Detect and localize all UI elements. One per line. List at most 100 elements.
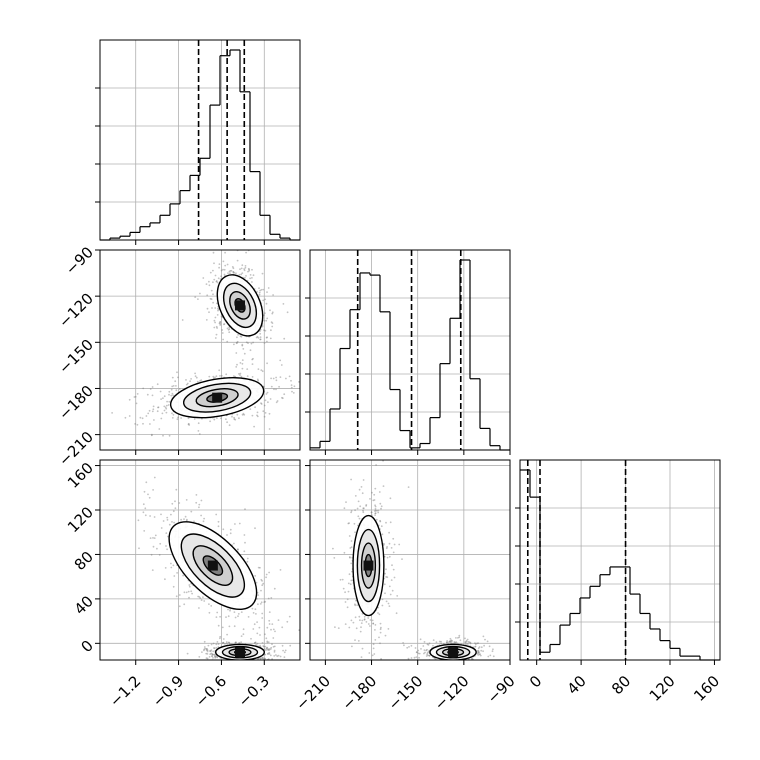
scatter-point: [254, 575, 257, 577]
scatter-point: [467, 641, 470, 643]
scatter-point: [264, 298, 267, 301]
scatter-point: [209, 650, 211, 652]
scatter-point: [208, 603, 210, 605]
scatter-point: [166, 400, 169, 403]
scatter-point: [265, 637, 268, 640]
scatter-point: [206, 657, 209, 660]
scatter-point: [211, 664, 213, 666]
scatter-point: [143, 530, 146, 532]
scatter-point: [214, 654, 216, 656]
scatter-point: [177, 416, 179, 419]
scatter-point: [214, 655, 217, 658]
scatter-point: [152, 489, 155, 491]
scatter-point: [261, 656, 264, 659]
scatter-point: [406, 646, 409, 649]
scatter-point: [286, 311, 289, 314]
scatter-point: [230, 661, 232, 663]
scatter-point: [149, 515, 152, 517]
scatter-point: [426, 648, 428, 651]
scatter-point: [378, 613, 381, 616]
scatter-point: [357, 500, 360, 503]
scatter-point: [290, 386, 293, 389]
scatter-point: [240, 335, 243, 338]
scatter-point: [235, 352, 238, 354]
scatter-point: [216, 641, 219, 643]
scatter-point: [202, 596, 204, 598]
scatter-point: [449, 642, 452, 644]
scatter-point: [264, 600, 267, 603]
scatter-point: [492, 648, 494, 651]
scatter-point: [174, 500, 176, 503]
scatter-point: [272, 645, 275, 648]
scatter-point: [380, 507, 382, 510]
scatter-point: [339, 578, 342, 581]
scatter-point: [168, 523, 171, 526]
scatter-point: [382, 485, 385, 487]
scatter-point: [227, 669, 229, 671]
scatter-point: [322, 618, 324, 620]
scatter-point: [222, 268, 224, 271]
scatter-point: [256, 415, 259, 418]
scatter-point: [457, 637, 459, 639]
scatter-point: [379, 631, 382, 634]
scatter-point: [214, 316, 217, 319]
scatter-point: [450, 662, 452, 664]
scatter-point: [273, 655, 276, 657]
scatter-point: [232, 271, 235, 273]
scatter-point: [453, 661, 455, 663]
scatter-point: [357, 640, 360, 642]
scatter-point: [492, 655, 495, 658]
scatter-point: [367, 617, 370, 619]
scatter-point: [199, 292, 201, 295]
scatter-point: [271, 623, 274, 625]
scatter-point: [360, 656, 363, 658]
scatter-point: [290, 379, 292, 382]
scatter-point: [477, 651, 480, 653]
scatter-point: [144, 507, 147, 510]
scatter-point: [227, 641, 230, 644]
scatter-point: [450, 639, 453, 642]
scatter-point: [343, 507, 346, 510]
scatter-point: [219, 375, 221, 377]
scatter-point: [417, 649, 420, 652]
scatter-point: [258, 626, 261, 629]
scatter-point: [258, 293, 261, 296]
scatter-point: [260, 657, 263, 659]
x-tick-label: 160: [690, 672, 723, 705]
scatter-point: [199, 380, 201, 382]
scatter-point: [252, 341, 255, 344]
scatter-point: [162, 434, 164, 437]
scatter-point: [288, 375, 291, 378]
scatter-point: [159, 390, 162, 393]
scatter-point: [361, 619, 364, 622]
scatter-point: [168, 390, 171, 393]
scatter-point: [385, 576, 387, 578]
scatter-point: [251, 414, 254, 417]
scatter-point: [256, 411, 259, 414]
scatter-point: [264, 645, 267, 648]
scatter-point: [262, 410, 265, 413]
scatter-point: [448, 661, 450, 663]
x-tick-label: −1.2: [106, 672, 144, 710]
scatter-point: [233, 271, 236, 274]
scatter-point: [280, 364, 283, 366]
scatter-point: [227, 328, 230, 331]
scatter-point: [170, 394, 173, 397]
y-tick-label: −180: [55, 382, 97, 424]
scatter-point: [373, 653, 376, 655]
x-tick-label: 120: [646, 672, 679, 705]
scatter-point: [216, 661, 218, 663]
scatter-point: [240, 611, 243, 613]
scatter-point: [268, 623, 271, 625]
scatter-point: [444, 661, 446, 663]
scatter-point: [350, 510, 353, 512]
scatter-point: [160, 527, 163, 529]
scatter-point: [334, 626, 336, 628]
scatter-point: [249, 277, 252, 280]
scatter-point: [379, 520, 382, 523]
scatter-point: [170, 388, 173, 391]
scatter-point: [388, 555, 391, 558]
scatter-point: [263, 601, 266, 603]
